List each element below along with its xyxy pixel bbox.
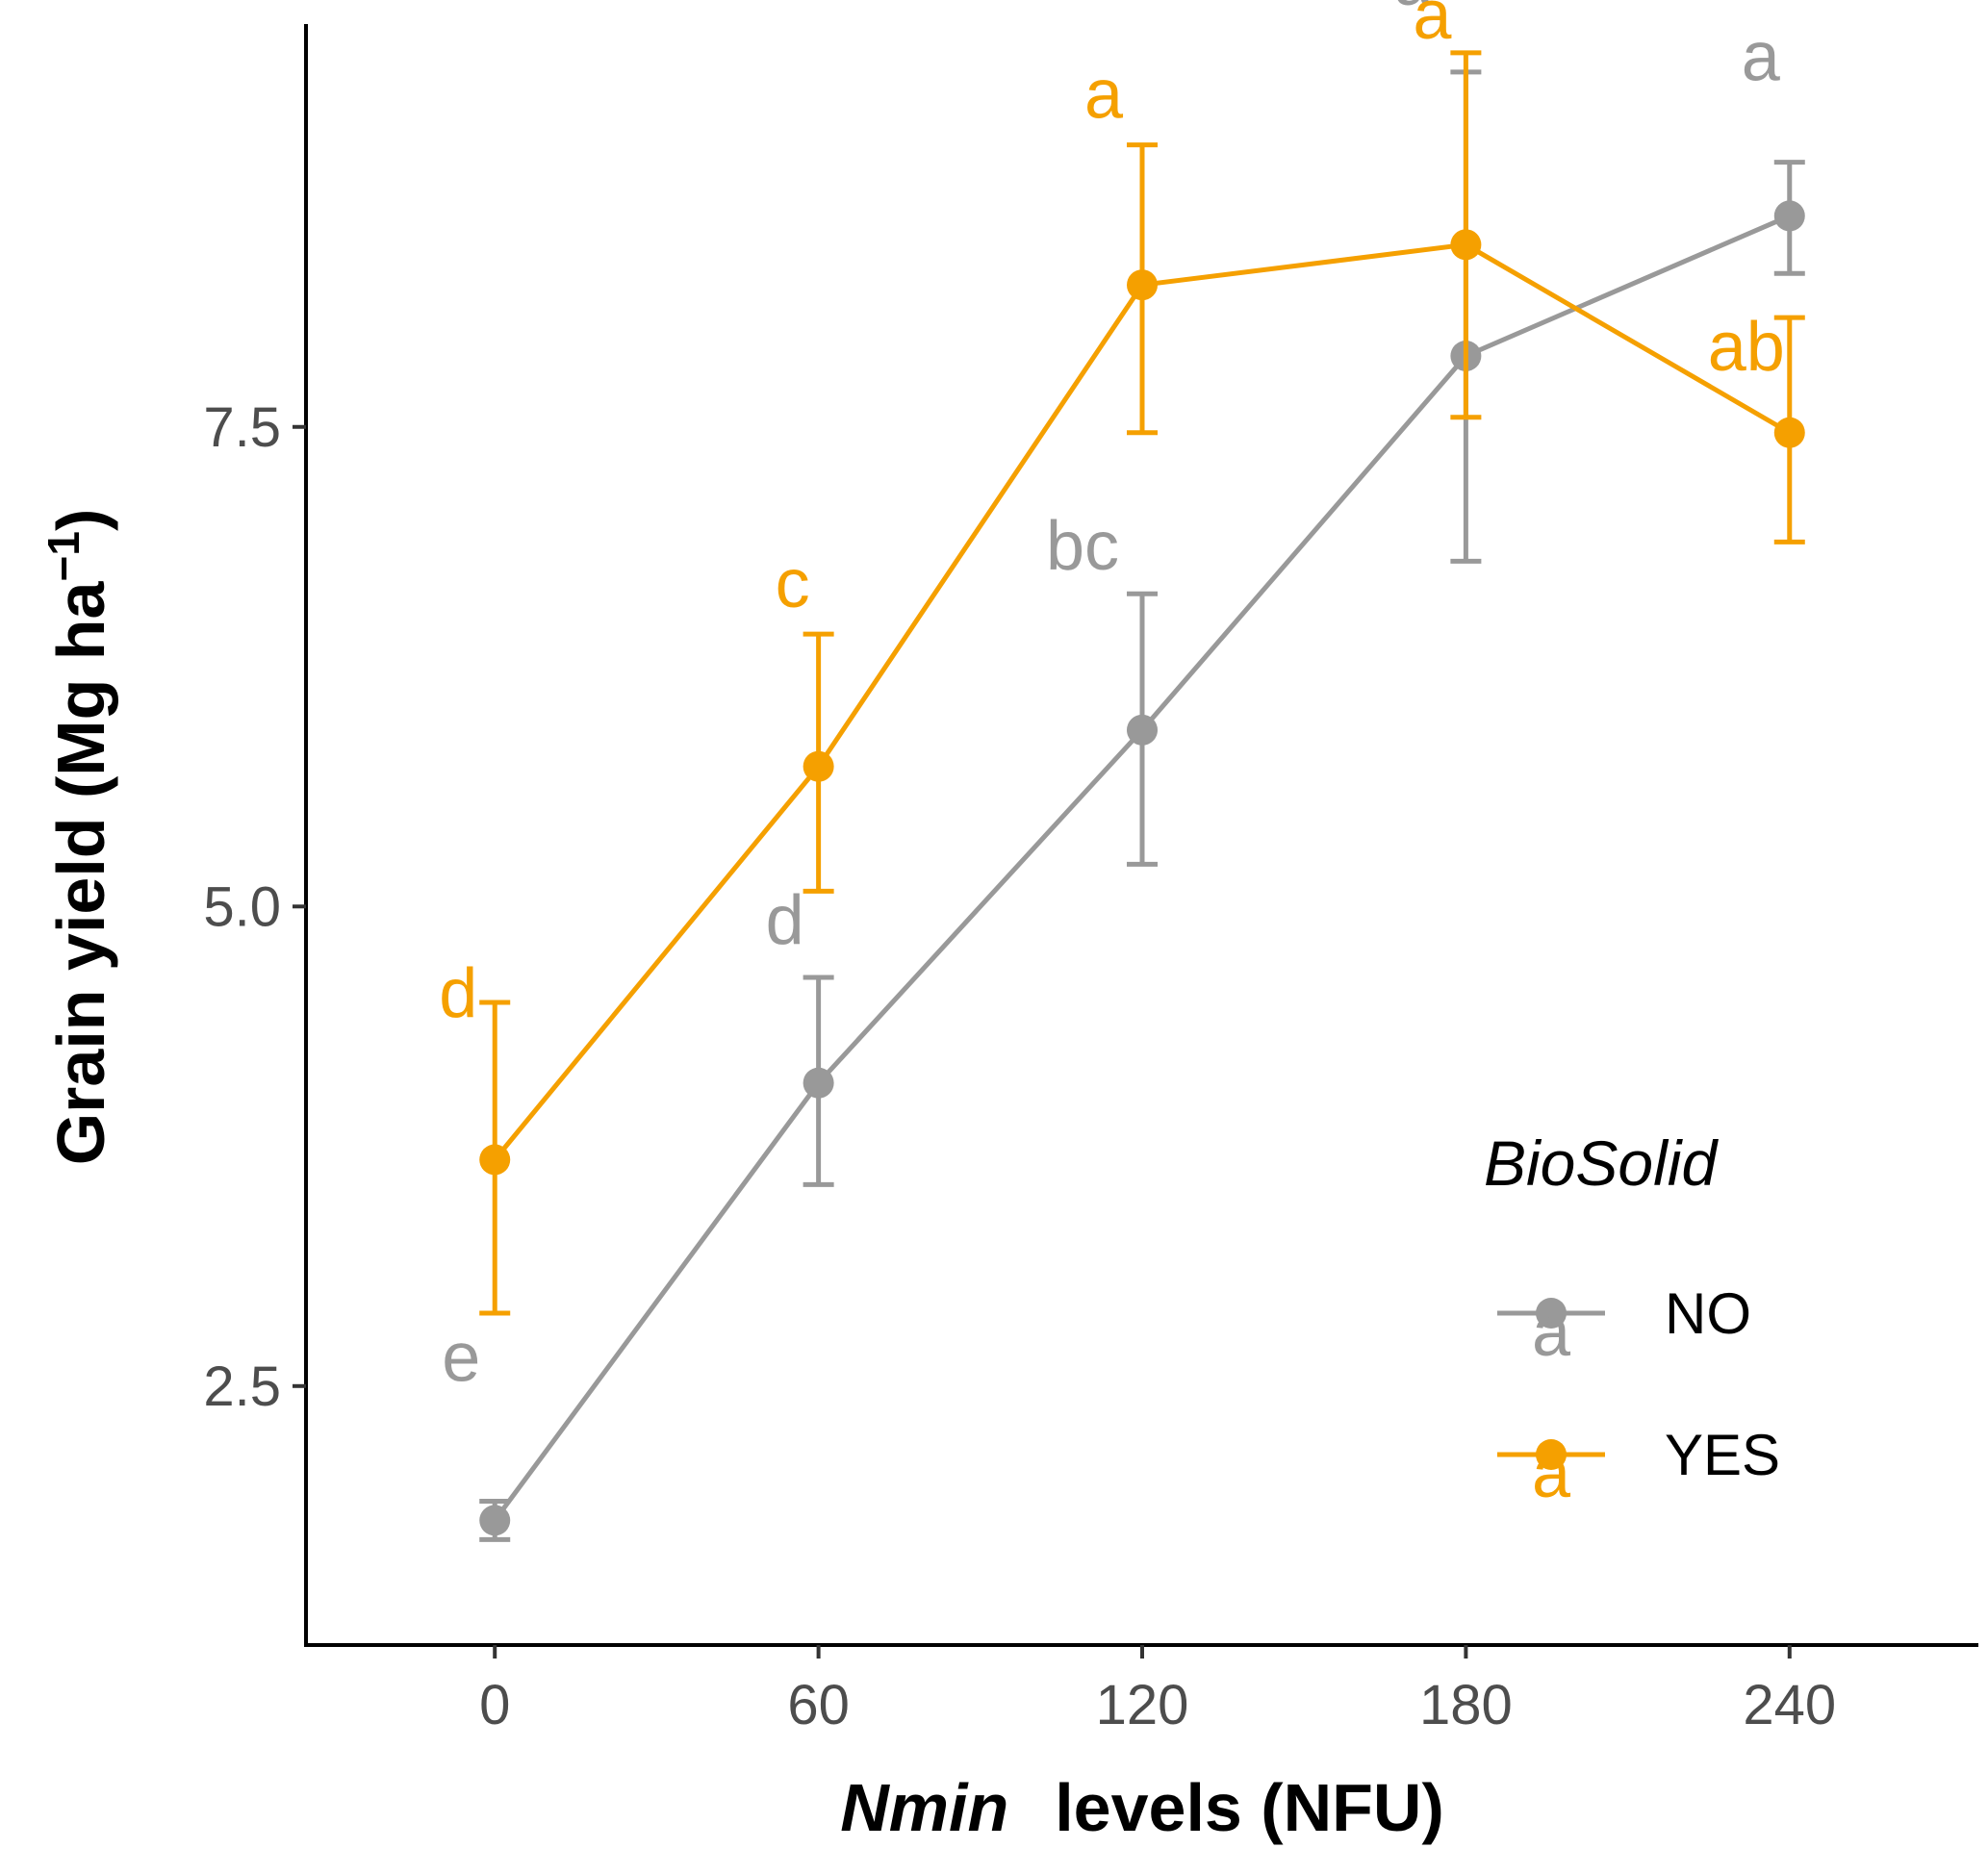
significance-letter-no: a: [1393, 0, 1433, 20]
x-tick-label: 180: [1419, 1674, 1513, 1736]
series-no: [479, 69, 1805, 1542]
y-ticks: 2.5 5.0 7.5: [203, 396, 306, 1418]
significance-letter-yes: c: [776, 545, 810, 622]
significance-letter-yes: ab: [1708, 309, 1785, 386]
legend-item-no: a NO: [1497, 1281, 1751, 1371]
legend-title: BioSolid: [1484, 1127, 1719, 1199]
x-tick-label: 60: [787, 1674, 850, 1736]
significance-letter-yes: a: [1084, 57, 1124, 134]
significance-letter-yes: d: [439, 955, 477, 1032]
legend-key-point: [1536, 1298, 1567, 1329]
significance-letter-no: e: [442, 1319, 480, 1396]
y-tick-label: 2.5: [203, 1355, 281, 1418]
legend-items: a NO a YES: [1497, 1281, 1780, 1512]
data-point-yes: [803, 750, 834, 782]
legend: BioSolid a NO a YES: [1484, 1127, 1780, 1512]
y-axis-title: Grain yield (Mg ha−1): [38, 509, 118, 1166]
x-axis-title: Nmin levels (NFU): [840, 1770, 1444, 1845]
x-tick-label: 120: [1096, 1674, 1189, 1736]
data-point-yes: [1773, 417, 1805, 448]
legend-key-letter: a: [1532, 1294, 1571, 1371]
data-point-yes: [1127, 269, 1158, 301]
legend-label-no: NO: [1665, 1281, 1751, 1346]
data-point-yes: [1450, 229, 1482, 261]
x-axis-title-italic: Nmin: [840, 1770, 1008, 1845]
y-tick-label: 5.0: [203, 875, 281, 938]
legend-key-point: [1536, 1439, 1567, 1470]
y-axis-title-close: ): [43, 509, 118, 531]
data-point-no: [1127, 714, 1158, 746]
legend-item-yes: a YES: [1497, 1423, 1780, 1512]
significance-letter-no: d: [766, 882, 804, 959]
legend-key-letter: a: [1532, 1435, 1571, 1512]
data-point-no: [1773, 200, 1805, 232]
legend-label-yes: YES: [1665, 1423, 1780, 1487]
data-point-no: [803, 1067, 834, 1099]
significance-letter-yes: a: [1413, 0, 1452, 54]
x-tick-label: 0: [479, 1674, 510, 1736]
data-point-no: [479, 1505, 511, 1536]
data-point-yes: [479, 1144, 511, 1176]
significance-letter-no: a: [1742, 19, 1781, 96]
y-tick-label: 7.5: [203, 396, 281, 459]
y-axis-title-main: Grain yield (Mg ha: [43, 580, 118, 1165]
series-layer: [479, 50, 1805, 1542]
x-tick-label: 240: [1743, 1674, 1836, 1736]
series-yes: [479, 50, 1805, 1316]
y-axis-title-sup: −1: [38, 531, 89, 581]
x-ticks: 0 60 120 180 240: [479, 1645, 1836, 1736]
significance-letter-no: bc: [1046, 508, 1119, 585]
x-axis-title-rest: levels (NFU): [1055, 1770, 1444, 1845]
significance-letters: edbcaadcaaab: [439, 0, 1785, 1396]
